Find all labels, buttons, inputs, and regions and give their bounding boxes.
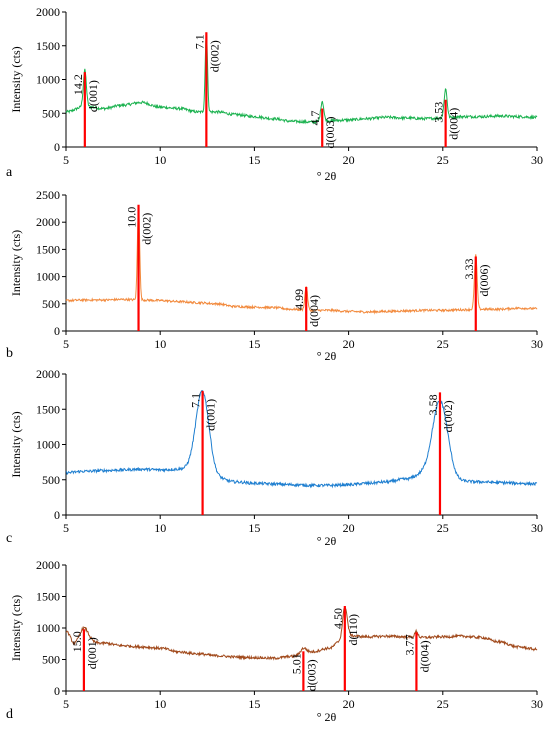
x-tick-label: 15	[248, 521, 260, 535]
xrd-trace	[65, 606, 538, 661]
x-tick-label: 10	[154, 337, 166, 351]
y-tick-label: 500	[42, 653, 60, 667]
peak-d-spacing: 4.50	[331, 608, 345, 629]
x-tick-label: 5	[63, 697, 69, 711]
panel-letter: c	[6, 531, 12, 546]
x-tick-label: 25	[437, 153, 449, 167]
xrd-trace	[65, 389, 538, 489]
x-tick-label: 20	[343, 521, 355, 535]
y-tick-label: 1000	[36, 270, 60, 284]
peak-label: d(110)	[346, 614, 360, 646]
xrd-trace	[65, 207, 538, 315]
y-tick-label: 2000	[36, 367, 60, 381]
y-tick-label: 2000	[36, 558, 60, 572]
peak-d-spacing: 4.99	[292, 289, 306, 310]
peak-label: d(003)	[323, 117, 337, 149]
peak-label: d(001)	[86, 80, 100, 112]
peak-label: d(002)	[441, 400, 455, 432]
peak-label: d(004)	[447, 108, 461, 140]
y-tick-label: 500	[42, 473, 60, 487]
peak-label: d(003)	[304, 659, 318, 691]
peak-label: d(004)	[307, 295, 321, 327]
panel-letter: d	[6, 707, 13, 722]
y-tick-label: 2000	[36, 5, 60, 19]
peak-label: d(002)	[207, 40, 221, 72]
panel-b: 0 500 1000 1500 2000 2500 5 10 15 20 25 30 Intensity…	[6, 188, 543, 363]
x-tick-label: 20	[343, 337, 355, 351]
y-tick-label: 1500	[36, 242, 60, 256]
x-tick-label: 10	[154, 521, 166, 535]
xrd-trace	[65, 32, 538, 125]
y-tick-label: 500	[42, 297, 60, 311]
peak-label: d(001)	[85, 637, 99, 669]
y-tick-label: 0	[54, 684, 60, 698]
x-tick-label: 5	[63, 153, 69, 167]
y-tick-label: 0	[54, 508, 60, 522]
x-axis-title: ° 2θ	[317, 534, 337, 548]
x-axis-title: ° 2θ	[317, 169, 337, 183]
y-tick-label: 1500	[36, 590, 60, 604]
y-tick-label: 0	[54, 324, 60, 338]
peak-d-spacing: 3.33	[462, 258, 476, 279]
x-tick-label: 30	[531, 521, 543, 535]
peak-d-spacing: 14.2	[71, 74, 85, 95]
x-tick-label: 20	[343, 697, 355, 711]
y-axis-title: Intensity (cts)	[9, 46, 23, 112]
peak-d-spacing: 5.01	[289, 653, 303, 674]
y-tick-label: 1500	[36, 39, 60, 53]
x-tick-label: 30	[531, 697, 543, 711]
y-tick-label: 0	[54, 140, 60, 154]
panel-letter: b	[6, 346, 13, 361]
x-tick-label: 10	[154, 153, 166, 167]
y-axis-title: Intensity (cts)	[9, 411, 23, 477]
peak-d-spacing: 7.1	[189, 393, 203, 408]
x-tick-label: 25	[437, 337, 449, 351]
x-tick-label: 10	[154, 697, 166, 711]
y-tick-label: 2000	[36, 215, 60, 229]
peak-label: d(001)	[204, 399, 218, 431]
peak-d-spacing: 4.7	[308, 111, 322, 126]
x-axis-title: ° 2θ	[317, 349, 337, 363]
x-tick-label: 15	[248, 153, 260, 167]
peak-d-spacing: 3.53	[432, 102, 446, 123]
x-tick-label: 5	[63, 337, 69, 351]
x-axis-title: ° 2θ	[317, 710, 337, 724]
y-axis-title: Intensity (cts)	[9, 230, 23, 296]
peak-d-spacing: 10.0	[125, 207, 139, 228]
panel-a: 0 500 1000 1500 2000 5 10 15 20 25 30 Intensity (ct…	[6, 5, 543, 183]
y-tick-label: 2500	[36, 188, 60, 202]
peak-d-spacing: 3.58	[426, 394, 440, 415]
x-tick-label: 15	[248, 337, 260, 351]
x-tick-label: 25	[437, 521, 449, 535]
y-tick-label: 1000	[36, 438, 60, 452]
x-tick-label: 30	[531, 337, 543, 351]
y-tick-label: 1000	[36, 621, 60, 635]
x-tick-label: 20	[343, 153, 355, 167]
panel-d: 0 500 1000 1500 2000 5 10 15 20 25 30 Intensity (ct…	[6, 558, 543, 724]
y-axis-title: Intensity (cts)	[9, 595, 23, 661]
x-tick-label: 15	[248, 697, 260, 711]
peak-label: d(002)	[140, 213, 154, 245]
peak-label: d(006)	[477, 264, 491, 296]
x-tick-label: 5	[63, 521, 69, 535]
peak-d-spacing: 3.77	[402, 634, 416, 655]
y-tick-label: 1000	[36, 73, 60, 87]
x-tick-label: 25	[437, 697, 449, 711]
x-tick-label: 30	[531, 153, 543, 167]
panel-c: 0 500 1000 1500 2000 5 10 15 20 25 30 Intensity (ct…	[6, 367, 543, 548]
panel-letter: a	[6, 165, 13, 180]
y-tick-label: 500	[42, 106, 60, 120]
peak-label: d(004)	[417, 640, 431, 672]
y-tick-label: 1500	[36, 402, 60, 416]
peak-d-spacing: 15.0	[70, 631, 84, 652]
peak-d-spacing: 7.1	[192, 34, 206, 49]
